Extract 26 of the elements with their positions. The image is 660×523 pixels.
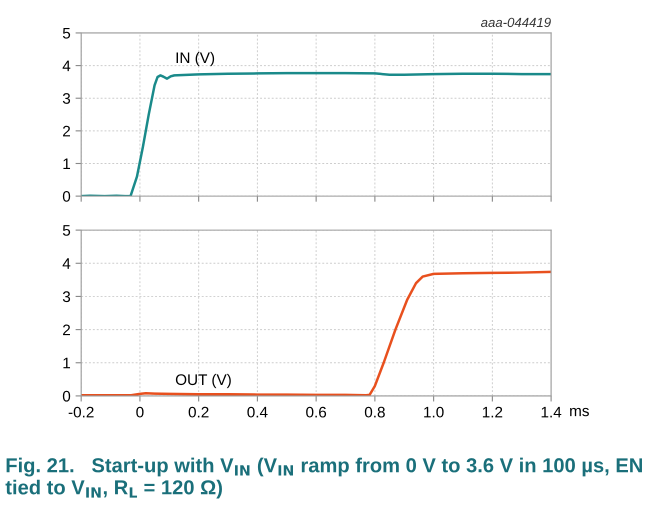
x-tick-label: -0.2 [68, 406, 94, 418]
x-tick-label: 1.2 [482, 406, 502, 418]
text: aaa-044419 [480, 18, 551, 28]
y-tick-label: 2 [63, 126, 70, 136]
series-label: OUT (V) [176, 374, 231, 388]
text: Fig. 21. Start-up with V$_{IN}$ (V$_{IN}$ ramp from 0 V to 3.6 V in 100 µs, EN tied to V$_{IN}$, R$_{L}$ = 120 Ω) [6, 458, 642, 498]
x-tick-label: 0.6 [306, 406, 326, 418]
y-tick-label: 5 [62, 28, 70, 39]
x-tick-label: 0.2 [188, 406, 209, 418]
y-tick-label: 1 [63, 358, 70, 368]
y-tick-label: 4 [62, 258, 70, 269]
y-tick-label: 4 [62, 60, 70, 72]
y-tick-label: 3 [62, 291, 70, 302]
x-tick-label: 1.0 [424, 406, 444, 418]
x-tick-label: 0.4 [247, 406, 268, 418]
x-tick-label: 0.8 [364, 406, 385, 418]
x-tick-label: 1.4 [542, 406, 562, 418]
y-tick-label: 5 [62, 225, 70, 236]
y-tick-label: 3 [62, 93, 70, 104]
series-label: IN (V) [176, 52, 214, 66]
x-axis-title: ms [570, 408, 589, 416]
y-tick-label: 2 [63, 324, 70, 336]
y-tick-label: 1 [63, 158, 70, 170]
x-tick-label: 0 [136, 406, 144, 418]
y-tick-label: 0 [62, 390, 70, 402]
y-tick-label: 0 [62, 190, 70, 202]
